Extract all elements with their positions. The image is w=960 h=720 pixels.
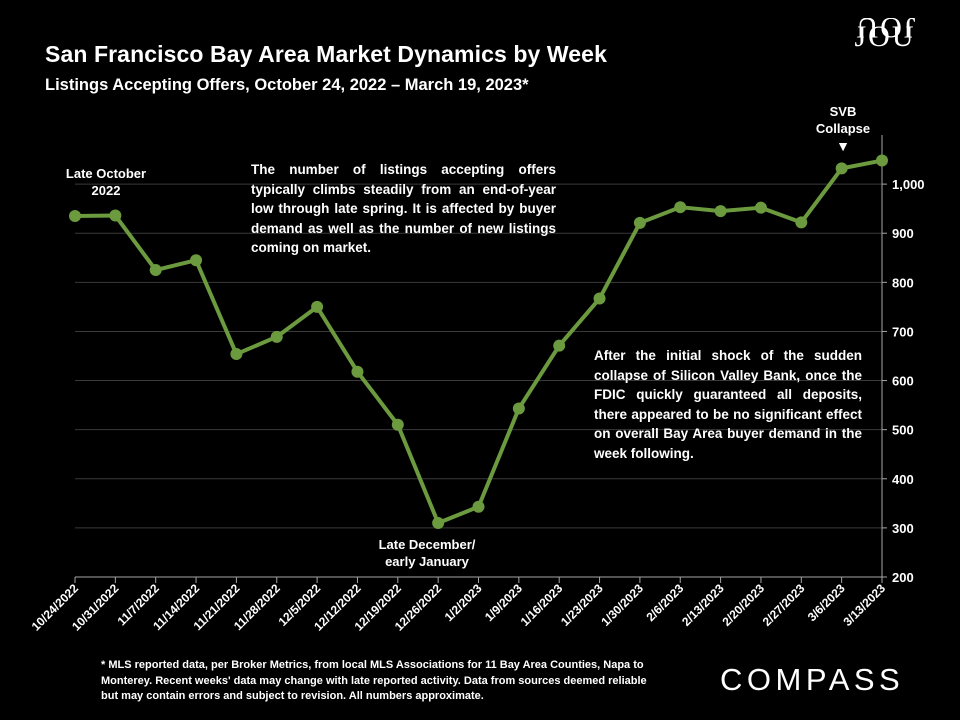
svb-arrow-icon: ▼: [836, 138, 850, 154]
logo-text-bottom: JOU: [854, 18, 915, 44]
data-points: [69, 154, 888, 529]
compass-logo: COMPASS: [720, 662, 905, 697]
data-point: [432, 516, 445, 529]
footnote: * MLS reported data, per Broker Metrics,…: [101, 659, 647, 702]
x-tick-label: 2/13/2023: [679, 581, 727, 629]
data-point: [795, 216, 808, 229]
data-point: [109, 209, 122, 222]
data-point: [553, 339, 566, 352]
brand-monogram-logo: JOU JOU: [854, 18, 915, 53]
data-point: [391, 418, 404, 431]
y-tick-label: 400: [892, 472, 914, 487]
annotation-seasonal-note: The number of listings accepting offers …: [251, 162, 556, 255]
y-tick-label: 800: [892, 275, 914, 290]
y-tick-label: 300: [892, 521, 914, 536]
data-point: [633, 216, 646, 229]
x-ticks: 10/24/202210/31/202211/7/202211/14/20221…: [29, 577, 888, 634]
x-tick-label: 3/13/2023: [840, 581, 888, 629]
chart-subtitle: Listings Accepting Offers, October 24, 2…: [45, 76, 529, 94]
x-tick-label: 1/23/2023: [558, 581, 606, 629]
y-tick-label: 500: [892, 423, 914, 438]
data-point: [674, 201, 687, 214]
data-point: [593, 292, 606, 305]
data-point: [835, 162, 848, 175]
data-point: [714, 205, 727, 218]
x-tick-label: 2/20/2023: [719, 581, 767, 629]
x-tick-label: 1/30/2023: [598, 581, 646, 629]
data-point: [754, 201, 767, 214]
annotation-late-december: Late December/ early January: [378, 537, 476, 569]
data-point: [472, 500, 485, 513]
y-tick-label: 1,000: [892, 177, 925, 192]
data-point: [190, 254, 203, 267]
annotation-svb-note: After the initial shock of the sudden co…: [594, 348, 862, 461]
chart-title: San Francisco Bay Area Market Dynamics b…: [45, 41, 607, 67]
y-tick-label: 700: [892, 324, 914, 339]
y-tick-label: 200: [892, 570, 914, 585]
data-point: [512, 402, 525, 415]
data-point: [270, 330, 283, 343]
y-ticks: 200 300 400 500 600 700 800 900 1,000: [882, 177, 925, 585]
x-tick-label: 1/16/2023: [518, 581, 566, 629]
data-point: [149, 264, 162, 277]
x-tick-label: 2/27/2023: [760, 581, 808, 629]
y-tick-label: 900: [892, 226, 914, 241]
data-point: [311, 300, 324, 313]
gridlines: [75, 183, 882, 529]
data-point: [230, 348, 243, 361]
data-point: [876, 154, 888, 167]
logo-text-top: JOU: [854, 20, 915, 53]
annotation-svb-label: SVB Collapse: [815, 104, 871, 136]
y-tick-label: 600: [892, 374, 914, 389]
data-point: [69, 210, 81, 223]
x-tick-label: 1/2/2023: [442, 581, 485, 624]
data-point: [351, 365, 364, 378]
annotation-late-october: Late October 2022: [65, 166, 147, 198]
